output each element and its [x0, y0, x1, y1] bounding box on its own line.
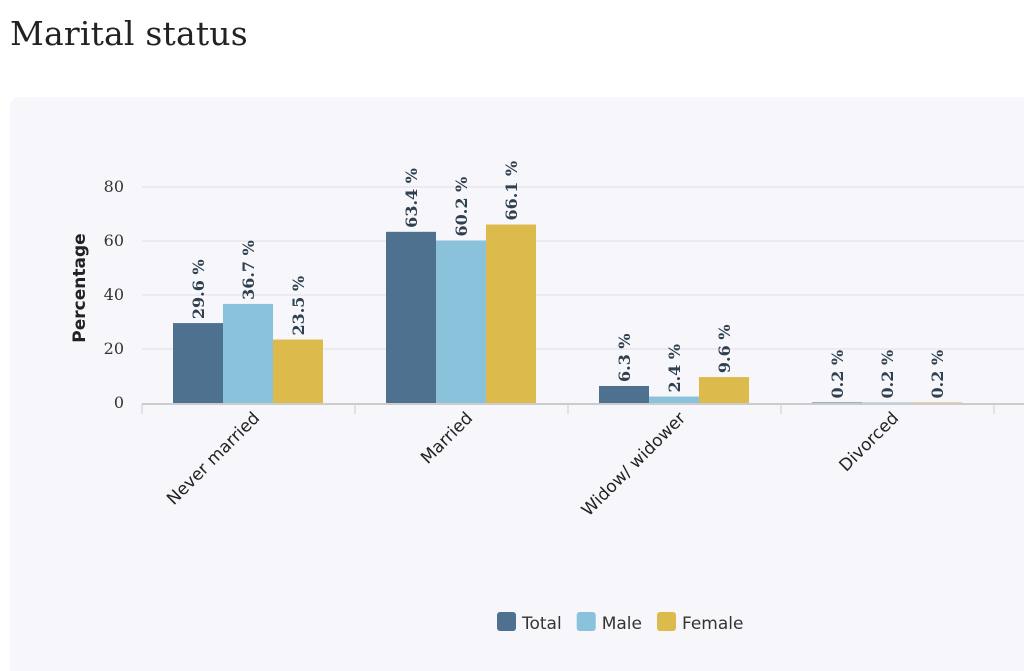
y-tick-label: 20: [104, 339, 124, 358]
bar-female-3[interactable]: [912, 402, 962, 403]
bar-female-2[interactable]: [699, 377, 749, 403]
data-label: 9.6 %: [715, 324, 734, 373]
legend-item-male[interactable]: Male: [576, 612, 642, 634]
bar-male-0[interactable]: [223, 303, 273, 403]
y-tick-label: 60: [104, 231, 124, 250]
bar-female-0[interactable]: [273, 339, 323, 403]
data-label: 63.4 %: [402, 168, 421, 228]
legend-label: Total: [521, 614, 562, 634]
data-label: 6.3 %: [615, 333, 634, 382]
bar-total-2[interactable]: [599, 385, 649, 403]
bars: [173, 224, 962, 403]
page-title: Marital status: [10, 14, 248, 53]
data-label: 23.5 %: [289, 276, 308, 336]
x-tick-label: Never married: [163, 408, 264, 509]
legend-swatch: [576, 612, 596, 631]
legend-label: Male: [602, 614, 642, 634]
bar-male-3[interactable]: [862, 402, 912, 403]
legend-item-total[interactable]: Total: [497, 612, 562, 634]
legend-swatch: [656, 612, 676, 631]
legend-label: Female: [682, 614, 743, 634]
category-labels: Never married Married Widow/ widower Divorc…: [163, 408, 903, 520]
bar-male-1[interactable]: [436, 240, 486, 403]
data-label: 60.2 %: [452, 177, 471, 237]
data-label: 2.4 %: [665, 344, 684, 393]
bar-female-1[interactable]: [486, 224, 536, 403]
grid-lines: [142, 186, 1024, 350]
axes: 0 20 40 60 80: [104, 177, 1024, 414]
legend-swatch: [497, 612, 516, 631]
y-axis-title: Percentage: [70, 233, 90, 342]
data-label: 0.2 %: [928, 350, 947, 399]
data-label: 66.1 %: [502, 161, 521, 221]
x-tick-label: Divorced: [836, 408, 904, 476]
data-label: 0.2 %: [878, 350, 897, 399]
value-labels: 29.6 % 36.7 % 23.5 % 63.4 % 60.2 % 66.1 % 6.3 …: [189, 161, 947, 399]
legend-item-female[interactable]: Female: [656, 612, 743, 634]
x-tick-label: Widow/ widower: [578, 408, 690, 520]
y-tick-label: 40: [104, 285, 124, 304]
x-tick-label: Married: [417, 408, 477, 468]
y-tick-label: 0: [114, 393, 124, 412]
y-tick-label: 80: [104, 177, 124, 196]
data-label: 36.7 %: [239, 240, 258, 300]
bar-total-1[interactable]: [386, 231, 436, 403]
bar-male-2[interactable]: [649, 396, 699, 403]
bar-total-3[interactable]: [812, 402, 862, 403]
data-label: 29.6 %: [189, 259, 208, 319]
data-label: 0.2 %: [828, 350, 847, 399]
bar-total-0[interactable]: [173, 323, 223, 403]
legend[interactable]: Total Male Female: [497, 612, 743, 634]
